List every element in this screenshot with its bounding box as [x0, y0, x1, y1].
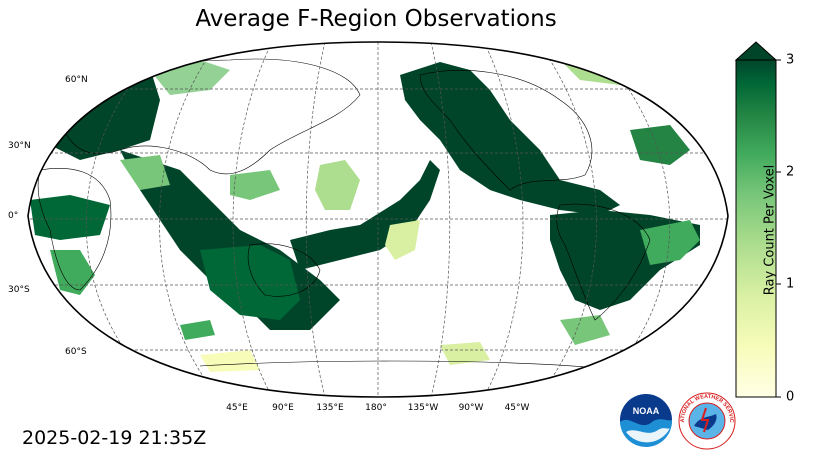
- colorbar: [734, 41, 781, 398]
- lon-label-90e: 90°E: [272, 403, 294, 413]
- timestamp: 2025-02-19 21:35Z: [22, 427, 207, 449]
- lon-label-180: 180°: [365, 403, 387, 413]
- lon-label-45w: 45°W: [504, 403, 530, 413]
- lat-label-30n: 30°N: [8, 141, 31, 151]
- globe-outline: [27, 41, 729, 398]
- lon-label-90w: 90°W: [458, 403, 484, 413]
- lon-label-135e: 135°E: [316, 403, 344, 413]
- colorbar-tick-2: 2: [786, 164, 795, 180]
- noaa-logo: NOAA: [620, 394, 673, 448]
- lat-label-0: 0°: [8, 211, 19, 221]
- nws-logo: NATIONAL WEATHER SERVICE: [678, 392, 736, 450]
- chart-title: Average F-Region Observations: [195, 6, 557, 32]
- colorbar-tick-1: 1: [786, 276, 795, 292]
- svg-text:NOAA: NOAA: [633, 406, 660, 416]
- lat-label-60n: 60°N: [65, 75, 88, 85]
- lat-label-30s: 30°S: [8, 285, 30, 295]
- colorbar-label: Ray Count Per Voxel: [762, 164, 778, 296]
- lat-label-60s: 60°S: [65, 347, 87, 357]
- lon-label-135w: 135°W: [407, 403, 439, 413]
- colorbar-tick-3: 3: [786, 52, 795, 68]
- lon-label-45e: 45°E: [226, 403, 248, 413]
- colorbar-tick-0: 0: [786, 389, 795, 405]
